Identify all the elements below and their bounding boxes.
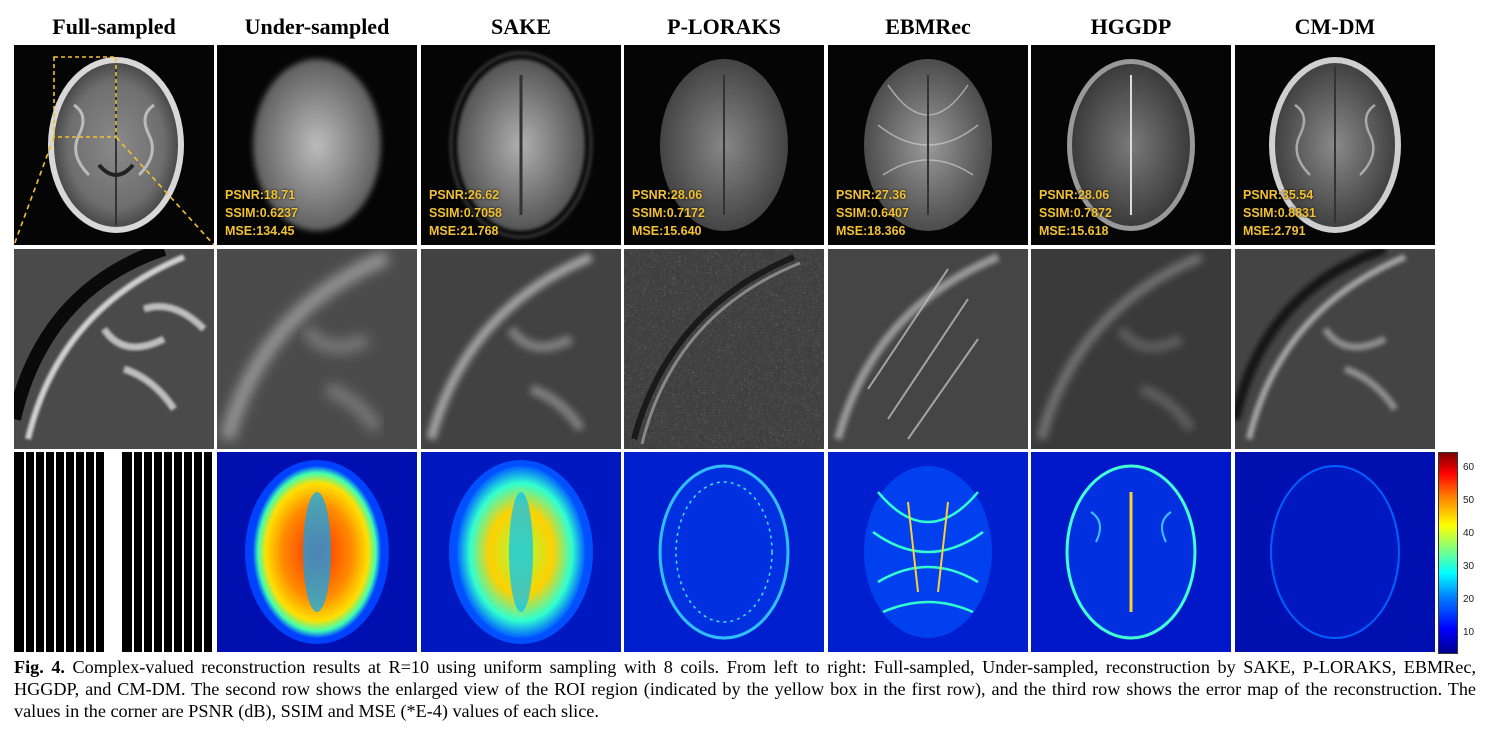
- column-title-hggdp: HGGDP: [1090, 14, 1172, 39]
- mri-cm-dm: PSNR:35.54 SSIM:0.8831 MSE:2.791: [1235, 45, 1435, 245]
- roi-under-sampled: [217, 249, 417, 449]
- colorbar-tick: 40: [1463, 528, 1475, 539]
- colorbar-tick: 20: [1463, 594, 1475, 605]
- error-colorbar: [1438, 452, 1458, 654]
- ssim-value: SSIM:0.6237: [225, 206, 298, 220]
- error-map-under-sampled: [217, 452, 417, 652]
- column-title-under-sampled: Under-sampled: [244, 14, 390, 39]
- roi-cm-dm: [1235, 249, 1435, 449]
- psnr-value: PSNR:18.71: [225, 188, 296, 202]
- sampling-mask: [14, 452, 214, 652]
- mri-hggdp: PSNR:28.06 SSIM:0.7872 MSE:15.618: [1031, 45, 1231, 245]
- ssim-value: SSIM:0.7058: [429, 206, 502, 220]
- psnr-value: PSNR:28.06: [632, 188, 703, 202]
- ssim-value: SSIM:0.8831: [1243, 206, 1316, 220]
- error-map-cm-dm: [1235, 452, 1435, 652]
- mse-value: MSE:21.768: [429, 224, 499, 238]
- error-map-sake: [421, 452, 621, 652]
- roi-ebmrec: [828, 249, 1028, 449]
- metrics-under-sampled: PSNR:18.71 SSIM:0.6237 MSE:134.45: [225, 186, 298, 240]
- psnr-value: PSNR:28.06: [1039, 188, 1110, 202]
- error-map-p-loraks: [624, 452, 824, 652]
- roi-hggdp: [1031, 249, 1231, 449]
- error-map-hggdp: [1031, 452, 1231, 652]
- colorbar-tick: 30: [1463, 561, 1475, 572]
- colorbar-tick: 10: [1463, 627, 1475, 638]
- roi-zoom-lines: [13, 136, 215, 246]
- mse-value: MSE:134.45: [225, 224, 295, 238]
- figure-caption: Fig. 4. Complex-valued reconstruction re…: [14, 656, 1476, 722]
- mri-sake: PSNR:26.62 SSIM:0.7058 MSE:21.768: [421, 45, 621, 245]
- mri-full-sampled: [14, 45, 214, 245]
- error-map-ebmrec: [828, 452, 1028, 652]
- mse-value: MSE:15.640: [632, 224, 702, 238]
- psnr-value: PSNR:27.36: [836, 188, 907, 202]
- mse-value: MSE:15.618: [1039, 224, 1109, 238]
- metrics-cm-dm: PSNR:35.54 SSIM:0.8831 MSE:2.791: [1243, 186, 1316, 240]
- column-title-p-loraks: P-LORAKS: [667, 14, 781, 39]
- mse-value: MSE:18.366: [836, 224, 906, 238]
- mri-p-loraks: PSNR:28.06 SSIM:0.7172 MSE:15.640: [624, 45, 824, 245]
- roi-box: [53, 56, 117, 138]
- mri-under-sampled: PSNR:18.71 SSIM:0.6237 MSE:134.45: [217, 45, 417, 245]
- metrics-sake: PSNR:26.62 SSIM:0.7058 MSE:21.768: [429, 186, 502, 240]
- ssim-value: SSIM:0.7872: [1039, 206, 1112, 220]
- mse-value: MSE:2.791: [1243, 224, 1306, 238]
- colorbar-tick: 60: [1463, 462, 1475, 473]
- caption-text: Complex-valued reconstruction results at…: [14, 657, 1476, 721]
- column-title-ebmrec: EBMRec: [885, 14, 971, 39]
- ssim-value: SSIM:0.7172: [632, 206, 705, 220]
- roi-p-loraks: [624, 249, 824, 449]
- colorbar-tick: 50: [1463, 495, 1475, 506]
- psnr-value: PSNR:35.54: [1243, 188, 1314, 202]
- roi-sake: [421, 249, 621, 449]
- ssim-value: SSIM:0.6407: [836, 206, 909, 220]
- column-title-sake: SAKE: [491, 14, 551, 39]
- caption-label: Fig. 4.: [14, 657, 65, 677]
- roi-full-sampled: [14, 249, 214, 449]
- metrics-hggdp: PSNR:28.06 SSIM:0.7872 MSE:15.618: [1039, 186, 1112, 240]
- column-title-full-sampled: Full-sampled: [52, 14, 176, 39]
- mri-ebmrec: PSNR:27.36 SSIM:0.6407 MSE:18.366: [828, 45, 1028, 245]
- psnr-value: PSNR:26.62: [429, 188, 500, 202]
- metrics-ebmrec: PSNR:27.36 SSIM:0.6407 MSE:18.366: [836, 186, 909, 240]
- metrics-p-loraks: PSNR:28.06 SSIM:0.7172 MSE:15.640: [632, 186, 705, 240]
- column-title-cm-dm: CM-DM: [1294, 14, 1376, 39]
